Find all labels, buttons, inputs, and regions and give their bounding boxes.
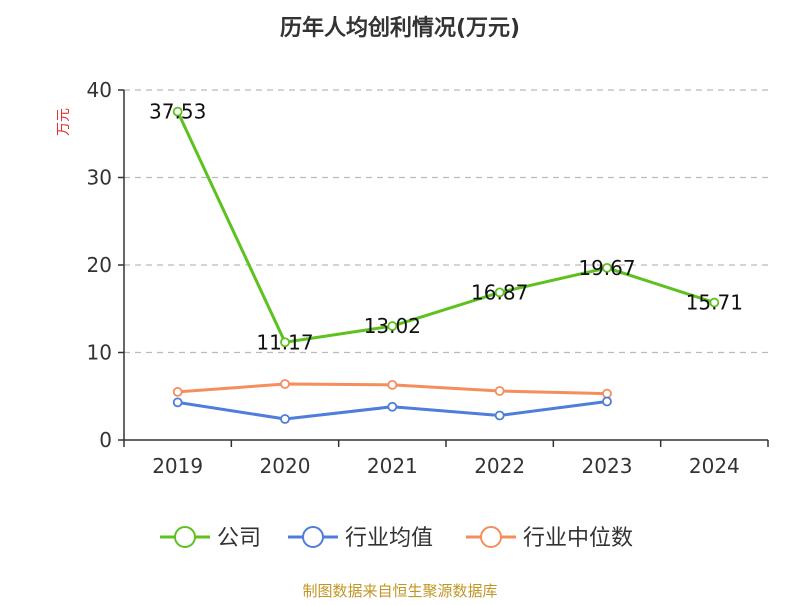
data-point-company[interactable]: [387, 321, 398, 331]
data-point-industry-median[interactable]: [280, 379, 290, 389]
data-point-industry-median[interactable]: [602, 388, 612, 399]
series-company: [172, 106, 720, 348]
data-point-company[interactable]: [602, 262, 612, 273]
x-tick-label: 2021: [367, 454, 418, 478]
data-point-company[interactable]: [709, 297, 720, 308]
data-point-industry-mean[interactable]: [280, 414, 290, 424]
series-lines: [172, 106, 720, 424]
legend-marker-industry-mean: [302, 526, 324, 548]
data-point-industry-median[interactable]: [494, 386, 505, 396]
legend[interactable]: 公司 行业均值 行业中位数: [160, 526, 633, 551]
data-point-industry-median[interactable]: [387, 379, 398, 390]
data-label-company: 11.17: [256, 330, 313, 354]
y-tick-label: 30: [87, 166, 112, 190]
data-label-company: 37.53: [149, 100, 206, 124]
data-point-company[interactable]: [172, 106, 183, 117]
x-tick-label: 2020: [260, 454, 311, 478]
data-point-industry-mean[interactable]: [387, 401, 398, 412]
data-label-company: 13.02: [364, 314, 421, 338]
series-industry-mean: [172, 396, 612, 424]
legend-item-industry-mean[interactable]: 行业均值: [288, 526, 433, 551]
data-label-company: 19.67: [578, 256, 635, 280]
legend-item-company[interactable]: 公司: [160, 526, 261, 551]
y-tick-label: 0: [99, 428, 112, 452]
y-tick-label: 10: [87, 341, 112, 365]
data-point-industry-mean[interactable]: [172, 397, 183, 408]
legend-item-industry-median[interactable]: 行业中位数: [466, 526, 633, 551]
y-tick-label: 20: [87, 253, 112, 277]
x-tick-label: 2024: [689, 454, 740, 478]
legend-label-industry-mean: 行业均值: [345, 526, 433, 551]
data-point-industry-median[interactable]: [172, 386, 183, 397]
data-source-note: 制图数据来自恒生聚源数据库: [302, 582, 497, 600]
data-point-industry-mean[interactable]: [494, 410, 505, 421]
y-axis-unit-label: 万元: [56, 108, 72, 136]
x-tick-label: 2019: [152, 454, 203, 478]
series-industry-median: [172, 379, 612, 399]
data-point-industry-mean[interactable]: [602, 396, 612, 407]
x-tick-label: 2023: [582, 454, 633, 478]
chart-title: 历年人均创利情况(万元): [280, 15, 520, 41]
series-line-company: [176, 110, 715, 344]
data-point-company[interactable]: [494, 287, 505, 298]
data-labels: 37.53 11.17 13.02 16.87 19.67 15.71: [149, 100, 743, 355]
data-label-company: 15.71: [686, 291, 743, 315]
data-label-company: 16.87: [471, 280, 528, 304]
x-tick-label: 2022: [474, 454, 525, 478]
y-tick-label: 40: [87, 78, 112, 102]
grid-lines: [124, 89, 768, 354]
data-point-company[interactable]: [280, 337, 290, 348]
legend-label-industry-median: 行业中位数: [523, 526, 633, 551]
legend-label-company: 公司: [217, 526, 261, 551]
legend-marker-company: [174, 526, 196, 548]
legend-marker-industry-median: [480, 526, 502, 548]
axes: 0 10 20 30 40 2019 2020 2021 2022 2023 2024: [87, 78, 769, 478]
